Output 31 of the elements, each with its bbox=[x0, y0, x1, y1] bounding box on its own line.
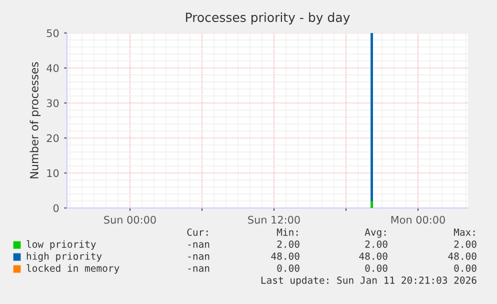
text: 0.00 bbox=[454, 264, 476, 272]
y-axis-title: Number of processes bbox=[30, 62, 41, 178]
y-tick-label: 50 bbox=[46, 29, 59, 38]
y-tick-label: 0 bbox=[53, 204, 59, 212]
x-tick-label: Sun 00:00 bbox=[104, 216, 156, 224]
x-tick-label: Mon 00:00 bbox=[391, 216, 445, 224]
y-tick-label: 10 bbox=[47, 169, 59, 178]
text: Cur: bbox=[187, 228, 208, 236]
y-tick-label: 20 bbox=[46, 134, 59, 142]
text: Avg: bbox=[364, 228, 386, 238]
x-tick-label: Sun 12:00 bbox=[248, 216, 300, 224]
y-tick-label: 30 bbox=[46, 99, 59, 108]
text: 48.00 bbox=[448, 252, 476, 260]
text: Max: bbox=[454, 228, 475, 236]
text: 2.00 bbox=[454, 240, 476, 248]
text: Last update: Sun Jan 11 20:21:03 2026 bbox=[261, 276, 476, 286]
legend-label: locked in memory bbox=[26, 264, 120, 274]
legend-label: low priority bbox=[26, 240, 96, 250]
y-tick-label: 40 bbox=[46, 64, 59, 72]
text: 2.00 bbox=[277, 240, 300, 248]
text: -nan bbox=[188, 242, 210, 248]
legend-label: high priority bbox=[26, 252, 102, 262]
chart-title: Processes priority - by day bbox=[186, 12, 350, 24]
text: -nan bbox=[188, 254, 210, 260]
text: -nan bbox=[188, 266, 210, 272]
text: 0.00 bbox=[365, 264, 388, 272]
text: 2.00 bbox=[365, 240, 388, 248]
text: Min: bbox=[276, 228, 298, 236]
text: 48.00 bbox=[271, 252, 300, 260]
text: 48.00 bbox=[359, 252, 388, 260]
text: 0.00 bbox=[277, 264, 300, 272]
